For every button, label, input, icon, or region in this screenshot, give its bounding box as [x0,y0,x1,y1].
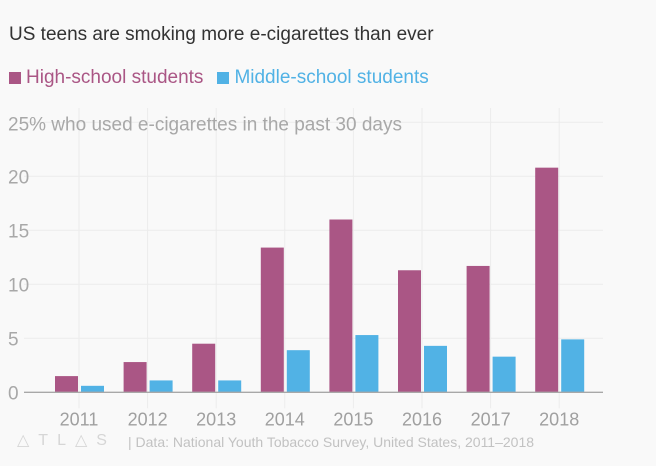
atlas-logo: △TL△S [17,432,116,449]
legend-item-middle-school: Middle-school students [217,67,429,89]
bar-high-school-2018 [535,167,559,393]
legend-label-high-school: High-school students [26,67,204,88]
bar-middle-school-2013 [218,380,242,393]
bar-middle-school-2018 [561,339,585,393]
legend-swatch-middle-school [217,72,230,84]
legend-swatch-high-school [9,72,21,84]
bar-high-school-2014 [260,247,284,393]
source-note: | Data: National Youth Tobacco Survey, U… [128,434,535,450]
x-tick-label: 2017 [471,409,511,429]
bar-middle-school-2012 [149,380,173,393]
bar-middle-school-2017 [492,356,516,393]
bar-high-school-2017 [466,265,490,393]
y-axis-label: 25% who used e-cigarettes in the past 30… [8,114,402,135]
y-tick-label: 5 [8,329,19,350]
legend: High-school students Middle-school stude… [9,67,429,89]
x-tick-label: 2014 [265,409,305,429]
bar-middle-school-2015 [355,335,379,393]
bar-middle-school-2011 [81,385,104,393]
x-tick-label: 2012 [128,409,168,429]
x-tick-label: 2018 [539,409,579,429]
y-tick-label: 20 [8,167,29,188]
y-axis-title: who used e-cigarettes in the past 30 day… [46,114,402,135]
bar-high-school-2011 [55,376,78,393]
x-tick-label: 2013 [196,409,236,429]
bar-high-school-2015 [329,219,353,393]
bar-high-school-2012 [123,362,147,393]
x-tick-label: 2016 [402,409,442,429]
y-tick-label: 25% [8,114,46,135]
y-tick-label: 15 [8,221,29,242]
bar-middle-school-2016 [424,345,447,393]
chart-title: US teens are smoking more e-cigarettes t… [9,24,434,45]
bar-high-school-2016 [398,270,421,393]
bar-high-school-2013 [192,343,216,393]
x-tick-label: 2015 [333,409,373,429]
legend-item-high-school: High-school students [9,67,203,89]
x-tick-label: 2011 [60,409,99,429]
bar-middle-school-2014 [286,350,310,393]
y-tick-label: 0 [8,383,19,404]
legend-label-middle-school: Middle-school students [234,67,429,88]
y-tick-label: 10 [8,275,29,296]
